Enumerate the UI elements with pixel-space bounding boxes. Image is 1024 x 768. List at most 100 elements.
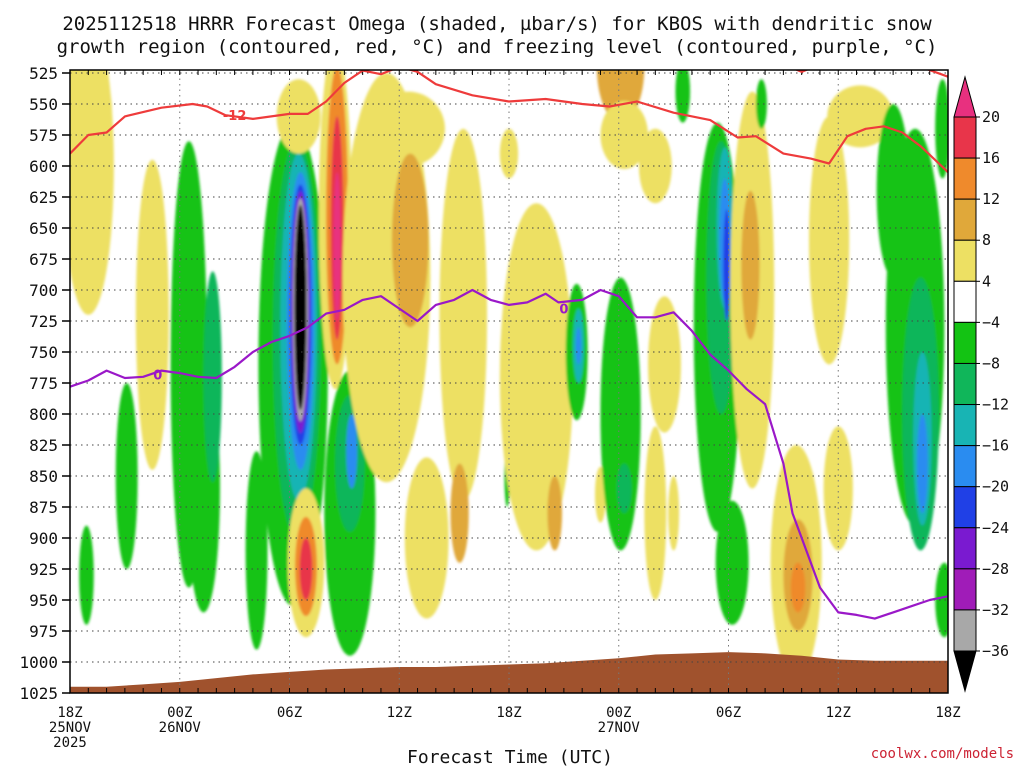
y-tick-label: 725 xyxy=(29,312,58,331)
omega-region-1 xyxy=(75,73,113,148)
omega-region-36 xyxy=(499,203,574,551)
omega-region-24 xyxy=(333,172,341,321)
x-tick-label: 18Z xyxy=(496,705,521,721)
omega-region-20 xyxy=(299,538,313,600)
omega-region-64 xyxy=(808,116,850,365)
omega-region-32 xyxy=(439,128,488,501)
colorbar-bin-2 xyxy=(953,198,977,241)
x-tick-label: 06Z xyxy=(716,705,741,721)
colorbar-bin-10 xyxy=(953,527,977,570)
colorbar-bin-7 xyxy=(953,404,977,447)
y-tick-label: 800 xyxy=(29,405,58,424)
omega-region-56 xyxy=(715,500,749,625)
omega-region-63 xyxy=(823,426,853,551)
omega-region-50 xyxy=(675,70,691,123)
omega-region-4 xyxy=(135,159,169,470)
dgz-contour-2 xyxy=(926,70,948,78)
colorbar-bin-9 xyxy=(953,486,977,529)
y-tick-label: 825 xyxy=(29,436,58,455)
x-tick-line: 27NOV xyxy=(598,720,641,736)
colorbar-bin-5 xyxy=(953,321,977,364)
x-tick-line: 12Z xyxy=(826,705,851,721)
chart-title-line-2: growth region (contoured, red, °C) and f… xyxy=(57,36,938,58)
x-tick-line: 06Z xyxy=(277,705,302,721)
x-tick-label: 06Z xyxy=(277,705,302,721)
colorbar-tick-label: 8 xyxy=(982,231,991,249)
y-tick-label: 600 xyxy=(29,157,58,176)
omega-region-16 xyxy=(294,205,307,410)
colorbar-tick-label: −4 xyxy=(982,313,1000,331)
y-tick-label: 700 xyxy=(29,281,58,300)
omega-region-62 xyxy=(790,562,806,613)
omega-region-29 xyxy=(371,91,445,166)
x-tick-line: 26NOV xyxy=(159,720,202,736)
grid-layer xyxy=(70,70,948,693)
x-tick-label: 12Z xyxy=(387,705,412,721)
colorbar-tick-label: −16 xyxy=(982,437,1009,455)
colorbar-tick-label: −32 xyxy=(982,601,1009,619)
omega-region-43 xyxy=(616,463,632,514)
y-tick-label: 625 xyxy=(29,188,58,207)
colorbar-top-arrow xyxy=(953,75,977,118)
x-tick-line: 18Z xyxy=(57,705,82,721)
colorbar-bin-0 xyxy=(953,116,977,159)
x-tick-label: 12Z xyxy=(826,705,851,721)
y-tick-label: 925 xyxy=(29,560,58,579)
credit-text: coolwx.com/models xyxy=(871,746,1014,762)
colorbar-tick-label: −20 xyxy=(982,478,1009,496)
colorbar-bin-3 xyxy=(953,239,977,282)
y-tick-label: 850 xyxy=(29,467,58,486)
x-axis-label: Forecast Time (UTC) xyxy=(407,747,613,768)
y-tick-label: 900 xyxy=(29,529,58,548)
y-axis: 525 550 575 600 625 650 675 700 725 750 775 800 825 8… xyxy=(19,64,70,703)
x-tick-line: 18Z xyxy=(935,705,960,721)
x-tick-line: 18Z xyxy=(496,705,521,721)
y-tick-label: 525 xyxy=(29,64,58,83)
x-tick-line: 06Z xyxy=(716,705,741,721)
omega-region-58 xyxy=(741,190,760,340)
omega-region-37 xyxy=(547,476,563,551)
x-tick-line: 2025 xyxy=(53,735,87,751)
omega-region-59 xyxy=(755,79,767,129)
freezing-contour-label-0: 0 xyxy=(153,368,162,383)
colorbar-tick-label: 12 xyxy=(982,190,1000,208)
omega-region-2 xyxy=(79,525,94,625)
omega-region-30 xyxy=(391,153,429,328)
contour-layer: -12 0 0 xyxy=(70,70,948,620)
colorbar-tick-label: −8 xyxy=(982,354,1000,372)
dgz-contour-label: -12 xyxy=(223,109,247,124)
x-tick-line: 25NOV xyxy=(49,720,92,736)
y-tick-label: 1000 xyxy=(19,653,58,672)
y-tick-label: 550 xyxy=(29,95,58,114)
omega-region-46 xyxy=(638,128,672,204)
y-tick-label: 1025 xyxy=(19,684,58,703)
colorbar-tick-label: 20 xyxy=(982,108,1000,126)
colorbar-tick-label: 4 xyxy=(982,272,991,290)
omega-region-45 xyxy=(600,100,649,170)
dgz-contour-0 xyxy=(70,70,948,173)
chart-title-line-1: 2025112518 HRRR Forecast Omega (shaded, … xyxy=(62,13,932,35)
colorbar-bin-11 xyxy=(953,568,977,611)
omega-region-65 xyxy=(827,85,894,148)
colorbar-tick-label: 16 xyxy=(982,149,1000,167)
colorbar-tick-label: −12 xyxy=(982,396,1009,414)
colorbar-bin-4 xyxy=(953,280,977,323)
colorbar-tick-label: −36 xyxy=(982,642,1009,660)
omega-region-48 xyxy=(668,476,680,551)
omega-region-70 xyxy=(916,414,928,514)
omega-region-33 xyxy=(450,463,469,563)
omega-region-31 xyxy=(404,457,449,619)
x-tick-line: 12Z xyxy=(387,705,412,721)
colorbar-tick-label: −24 xyxy=(982,519,1009,537)
x-tick-line: 00Z xyxy=(167,705,192,721)
y-tick-label: 775 xyxy=(29,374,58,393)
colorbar-tick-label: −28 xyxy=(982,560,1009,578)
y-tick-label: 575 xyxy=(29,126,58,145)
colorbar-bin-8 xyxy=(953,445,977,488)
x-tick-line: 00Z xyxy=(606,705,631,721)
